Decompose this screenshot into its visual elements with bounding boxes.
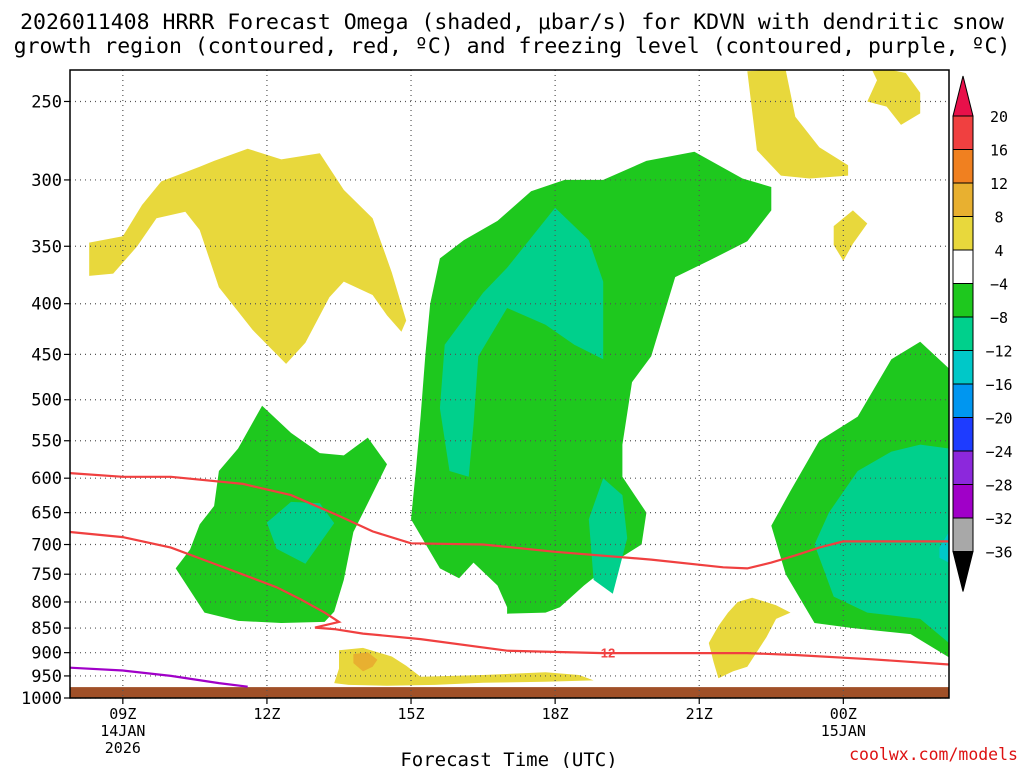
y-tick-label: 450 [31,345,62,365]
omega-region-9 [411,151,772,614]
y-tick-label: 500 [31,391,62,411]
colorbar-label: 12 [990,175,1008,193]
colorbar-bottom-arrow [952,551,974,592]
y-tick-label: 650 [31,504,62,524]
colorbar-label: −4 [990,276,1008,294]
colorbar-top-arrow [952,75,974,117]
terrain-fill [70,687,949,698]
contour-line-2 [69,666,248,688]
omega-region-7 [353,652,378,672]
colorbar: 20 16 12 8 4 −4 −8 −12 −16 −20 −24 −28 −32 −36 [952,75,1013,592]
y-tick-label: 750 [31,565,62,585]
y-tick-label: 700 [31,536,62,556]
y-tick-label: 600 [31,469,62,489]
contour-lines [69,472,950,688]
colorbar-swatch [952,249,974,284]
y-tick-label: 350 [31,237,62,257]
colorbar-label: 20 [990,108,1008,126]
chart-title-line2: growth region (contoured, red, ºC) and f… [14,34,1011,59]
omega-region-5 [708,597,791,679]
colorbar-swatch [952,517,974,552]
terrain-ground [70,687,949,698]
omega-region-0 [89,148,407,364]
y-tick-label: 950 [31,667,62,687]
colorbar-swatch [952,316,974,351]
colorbar-label: −20 [985,410,1012,428]
colorbar-label: −16 [985,376,1012,394]
y-tick-label: 800 [31,593,62,613]
x-tick-label: 2026 [105,739,141,757]
omega-region-15 [939,532,949,563]
credit-text: coolwx.com/models [849,745,1018,764]
x-tick-label: 18Z [542,705,569,723]
chart-title-line1: 2026011408 HRRR Forecast Omega (shaded, … [20,10,1004,35]
colorbar-swatch [952,216,974,251]
colorbar-label: 4 [994,242,1003,260]
omega-region-6 [334,647,594,686]
omega-region-2 [747,70,849,179]
colorbar-label: −36 [985,544,1012,562]
y-tick-label: 400 [31,295,62,315]
omega-region-11 [266,501,335,564]
x-axis-label: Forecast Time (UTC) [400,749,617,768]
colorbar-swatch [952,417,974,452]
plot-frame [69,69,950,699]
omega-shaded-regions [89,70,949,686]
colorbar-swatch [952,149,974,184]
colorbar-label: 8 [994,209,1003,227]
y-tick-label: 550 [31,432,62,452]
omega-region-14 [814,444,949,643]
colorbar-label: −32 [985,510,1012,528]
contour-label: 12 [601,646,615,661]
colorbar-swatch [952,182,974,217]
y-tick-label: 1000 [21,689,62,709]
y-tick-label: 250 [31,92,62,112]
omega-region-13 [588,478,628,594]
colorbar-swatch [952,383,974,418]
colorbar-label: 16 [990,142,1008,160]
colorbar-swatch [952,115,974,150]
y-tick-label: 900 [31,644,62,664]
colorbar-label: −24 [985,443,1012,461]
omega-region-3 [867,70,921,125]
contour-line-1 [69,530,950,666]
x-tick-label: 21Z [686,705,713,723]
x-tick-label: 14JAN [100,722,145,740]
omega-region-4 [833,210,868,261]
x-tick-label: 15Z [397,705,424,723]
colorbar-swatch [952,350,974,385]
contour-line-0 [69,472,949,570]
y-tick-label: 300 [31,171,62,191]
x-tick-label: 00Z [830,705,857,723]
x-tick-label: 15JAN [821,722,866,740]
contour-labels: 12 [601,646,615,661]
colorbar-label: −8 [990,309,1008,327]
colorbar-swatch [952,283,974,318]
y-axis-ticks: 250 300 350 400 450 500 550 600 650 700 750 800 850 9… [21,92,70,709]
colorbar-label: −28 [985,477,1012,495]
colorbar-swatch [952,484,974,519]
x-tick-label: 09Z [109,705,136,723]
x-tick-label: 12Z [253,705,280,723]
y-tick-label: 850 [31,619,62,639]
colorbar-label: −12 [985,343,1012,361]
omega-region-12 [439,207,604,477]
colorbar-swatch [952,450,974,485]
